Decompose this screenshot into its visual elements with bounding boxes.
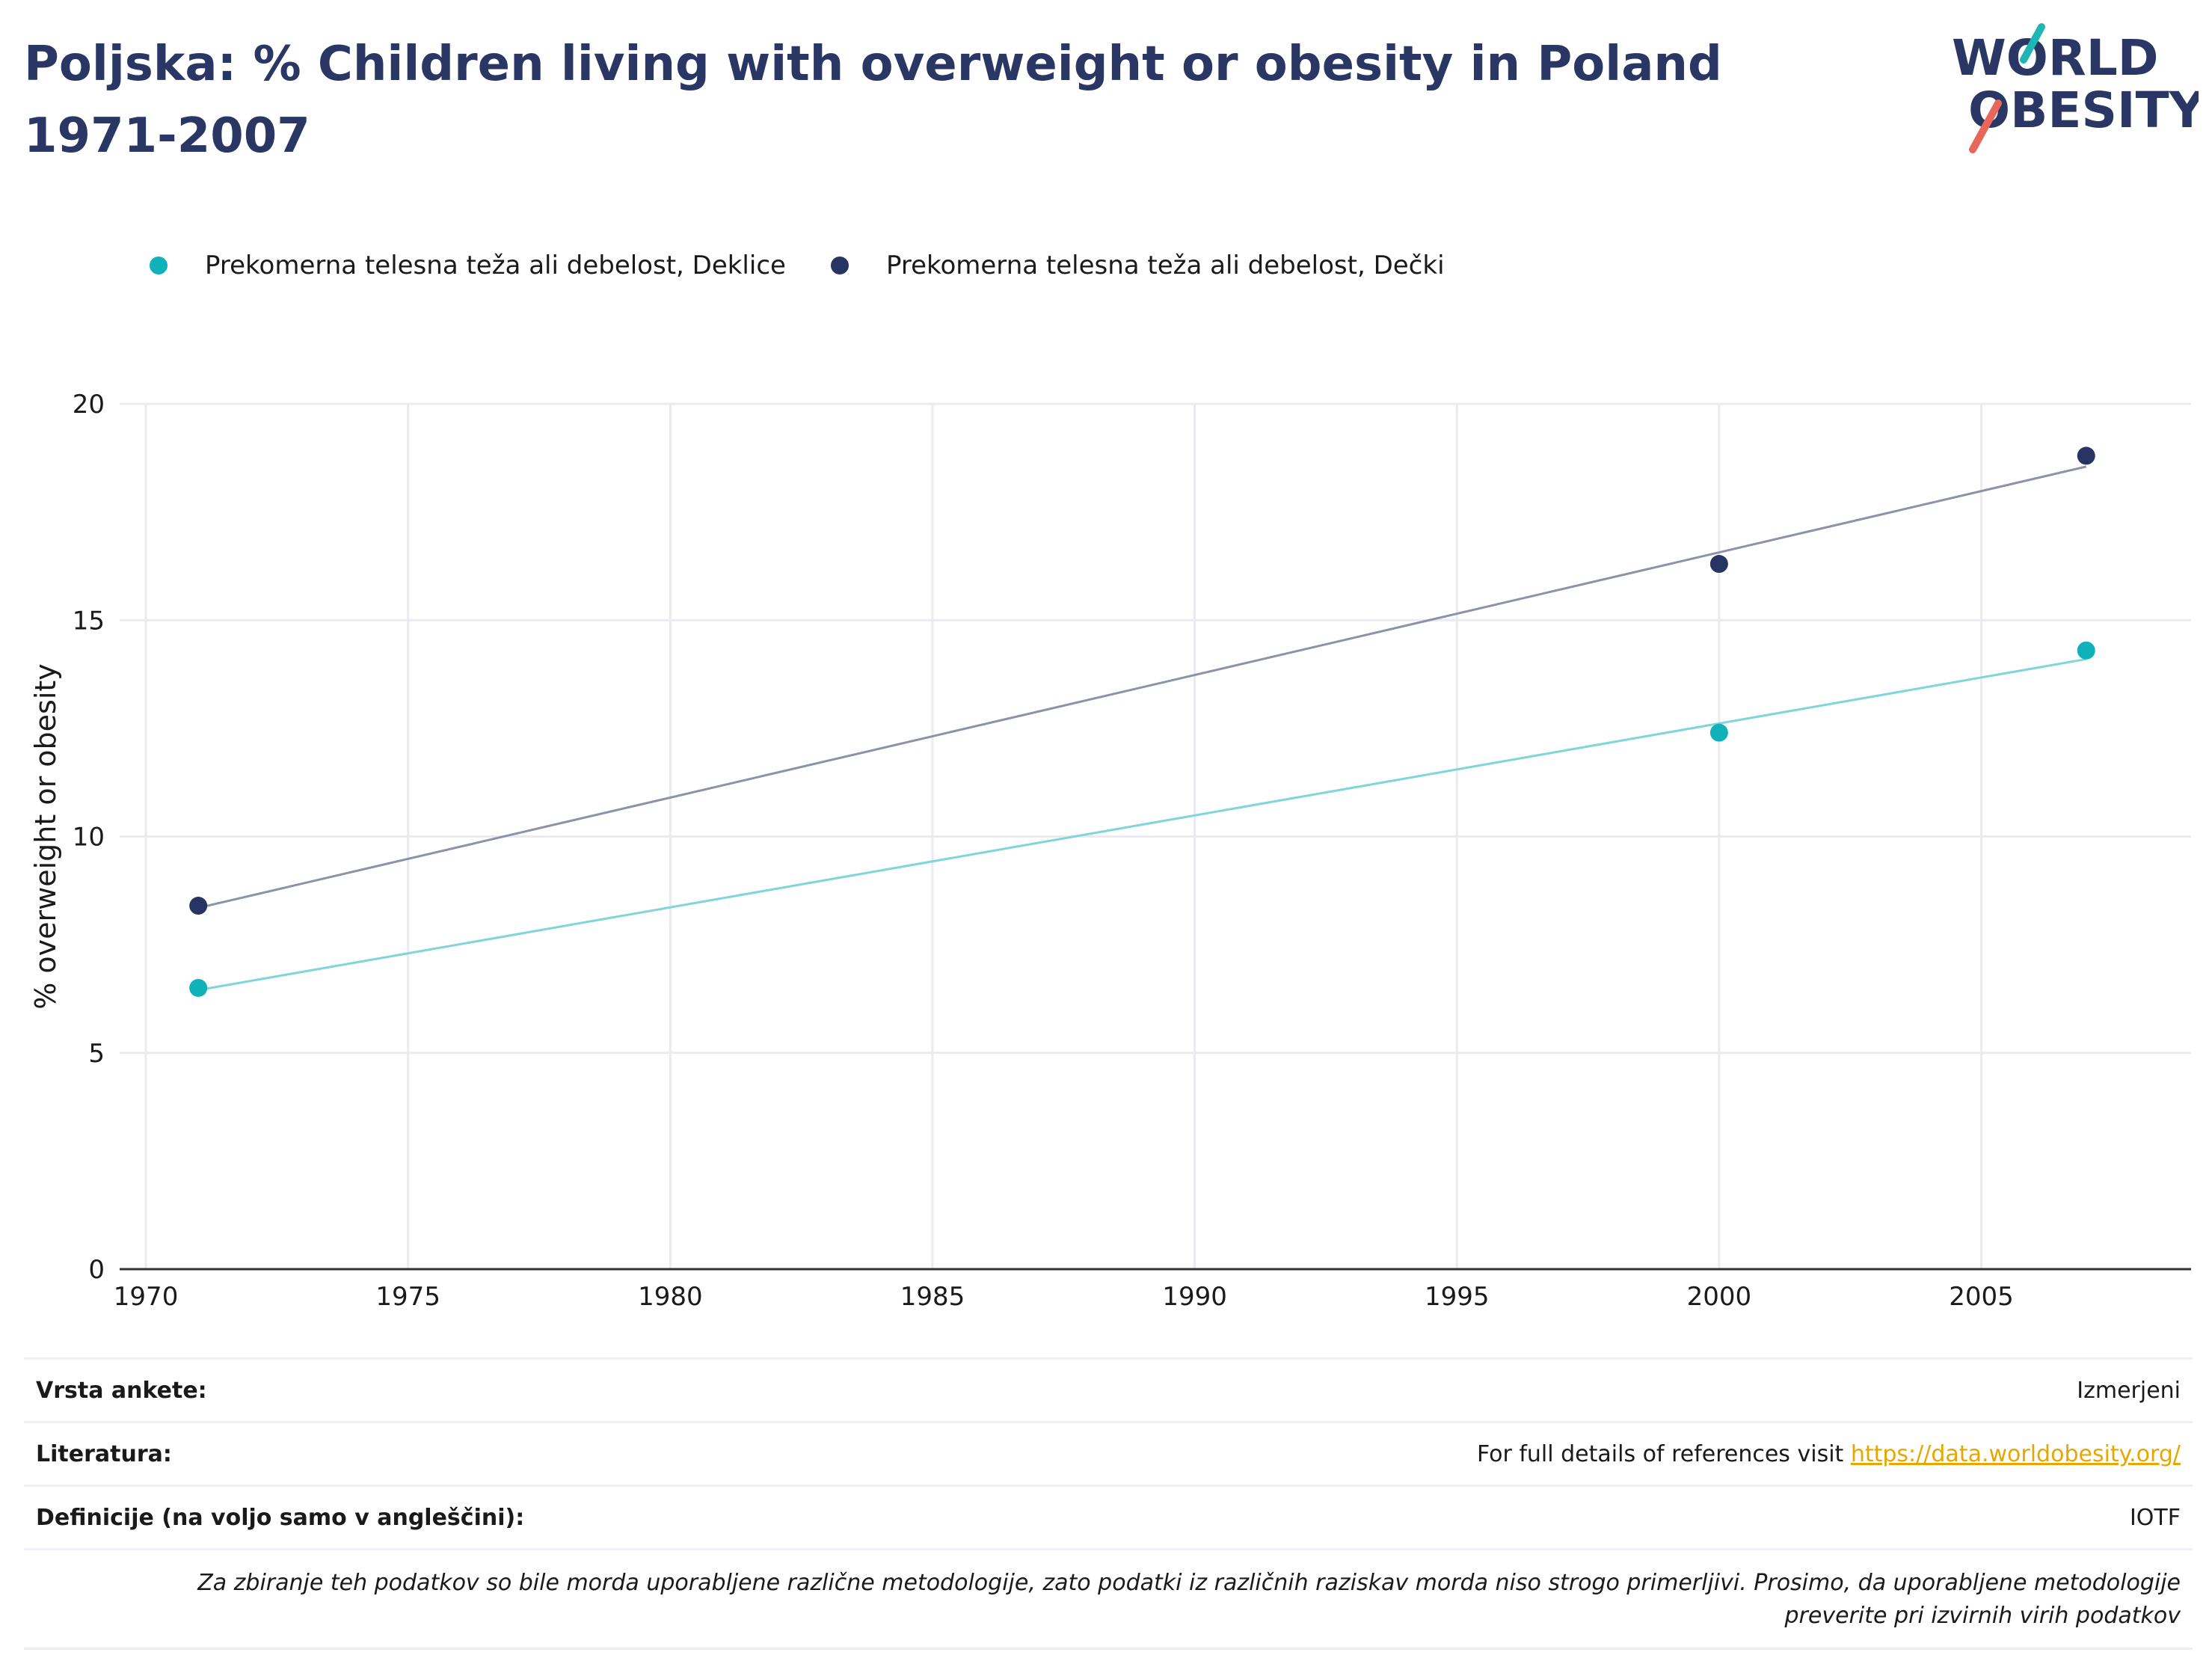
- y-tick-label: 20: [73, 390, 105, 420]
- survey-value: Izmerjeni: [2077, 1377, 2181, 1404]
- x-tick-label: 2000: [1687, 1282, 1752, 1312]
- logo-slash-teal: [2020, 23, 2045, 64]
- logo-slash-red: [1969, 99, 2002, 153]
- x-tick-label: 1975: [375, 1282, 440, 1312]
- legend-marker-boys: [830, 257, 849, 274]
- legend-label-girls: Prekomerna telesna teža ali debelost, De…: [205, 251, 786, 280]
- trendline-boys: [197, 465, 2087, 909]
- legend-item-girls[interactable]: Prekomerna telesna teža ali debelost, De…: [150, 251, 786, 280]
- y-axis-title: % overweight or obesity: [29, 663, 62, 1010]
- y-tick-label: 0: [88, 1255, 105, 1285]
- trendline-girls: [197, 657, 2087, 992]
- data-point-girls: [189, 978, 208, 997]
- data-point-girls: [1709, 723, 1728, 742]
- x-tick-label: 1985: [900, 1282, 965, 1312]
- x-tick-label: 1980: [638, 1282, 703, 1312]
- footer-row-definitions: Definicije (na voljo samo v angleščini):…: [24, 1485, 2193, 1548]
- methodology-note-line-2: preverite pri izvirnih virih podatkov: [1784, 1603, 2181, 1629]
- literature-link[interactable]: https://data.worldobesity.org/: [1850, 1440, 2181, 1467]
- x-tick-label: 1970: [114, 1282, 179, 1312]
- chart-title: Poljska: % Children living with overweig…: [24, 37, 1722, 164]
- methodology-note: Za zbiranje teh podatkov so bile morda u…: [24, 1548, 2193, 1650]
- definitions-value: IOTF: [2129, 1504, 2181, 1531]
- logo-word-2: OBESITY: [1968, 82, 2199, 139]
- y-tick-label: 10: [73, 823, 105, 853]
- legend-item-boys[interactable]: Prekomerna telesna teža ali debelost, De…: [830, 251, 1445, 280]
- data-point-boys: [2077, 446, 2095, 465]
- methodology-note-line-1: Za zbiranje teh podatkov so bile morda u…: [197, 1570, 2181, 1596]
- logo-word-1: WORLD: [1952, 29, 2159, 87]
- legend-marker-girls: [150, 257, 168, 274]
- scatter-chart: 1970 1975 1980 1985 1990 1995 2000 2005 0 5 10 15 20…: [29, 390, 2191, 1312]
- legend-label-boys: Prekomerna telesna teža ali debelost, De…: [885, 251, 1445, 280]
- data-point-boys: [1709, 555, 1728, 574]
- y-tick-label: 15: [73, 606, 105, 636]
- data-point-girls: [2077, 641, 2095, 660]
- data-point-boys: [189, 897, 208, 915]
- y-tick-label: 5: [88, 1039, 105, 1069]
- x-tick-label: 2005: [1949, 1282, 2014, 1312]
- footer-row-survey: Vrsta ankete: Izmerjeni: [24, 1357, 2193, 1421]
- x-tick-label: 1995: [1425, 1282, 1490, 1312]
- world-obesity-logo: WORLD OBESITY: [1952, 23, 2199, 153]
- literature-value: For full details of references visit htt…: [1477, 1441, 2181, 1467]
- x-tick-label: 1990: [1162, 1282, 1227, 1312]
- chart-footer: Vrsta ankete: Izmerjeni Literatura: For …: [24, 1357, 2193, 1650]
- chart-legend: Prekomerna telesna teža ali debelost, De…: [150, 247, 1490, 284]
- literature-prefix: For full details of references visit: [1476, 1440, 1851, 1467]
- literature-label: Literatura:: [36, 1440, 172, 1467]
- definitions-label: Definicije (na voljo samo v angleščini):: [36, 1504, 525, 1531]
- survey-label: Vrsta ankete:: [36, 1377, 207, 1404]
- footer-row-literature: Literatura: For full details of referenc…: [24, 1421, 2193, 1485]
